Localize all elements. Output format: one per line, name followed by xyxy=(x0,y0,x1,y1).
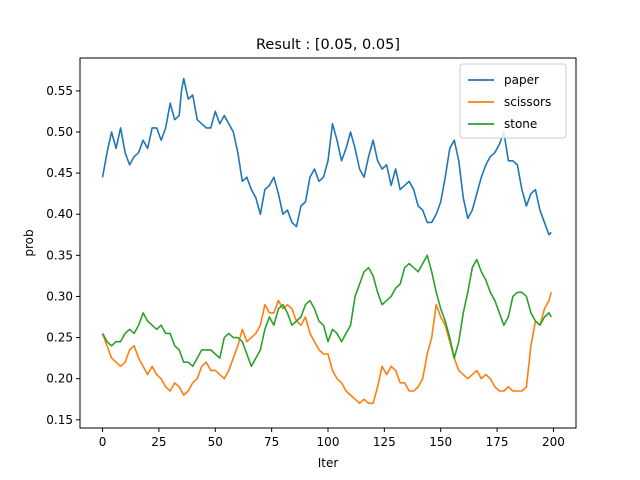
y-tick-label: 0.40 xyxy=(46,207,73,221)
y-axis-ticks: 0.15 0.20 0.25 0.30 0.35 0.40 0.45 0.50 0.55 xyxy=(46,84,80,427)
legend-box xyxy=(459,63,567,139)
x-tick-label: 75 xyxy=(264,435,279,449)
y-tick-label: 0.50 xyxy=(46,125,73,139)
series-line-stone xyxy=(101,254,552,368)
y-tick-label: 0.25 xyxy=(46,331,73,345)
y-tick-label: 0.35 xyxy=(46,248,73,262)
y-tick-label: 0.30 xyxy=(46,289,73,303)
y-tick-label: 0.20 xyxy=(46,372,73,386)
legend-label-stone: stone xyxy=(504,117,537,131)
x-tick-label: 100 xyxy=(317,435,340,449)
x-tick-label: 50 xyxy=(208,435,223,449)
y-tick-label: 0.55 xyxy=(46,84,73,98)
y-tick-label: 0.15 xyxy=(46,413,73,427)
x-axis-ticks: 0 25 50 75 100 125 150 175 200 xyxy=(99,428,565,449)
x-tick-label: 0 xyxy=(99,435,107,449)
x-tick-label: 125 xyxy=(373,435,396,449)
legend-label-scissors: scissors xyxy=(504,95,551,109)
x-tick-label: 150 xyxy=(429,435,452,449)
legend-label-paper: paper xyxy=(504,73,539,87)
y-tick-label: 0.45 xyxy=(46,166,73,180)
x-tick-label: 175 xyxy=(486,435,509,449)
series-line-paper xyxy=(101,77,552,236)
x-tick-label: 25 xyxy=(151,435,166,449)
series-layer xyxy=(101,77,552,405)
legend: paper scissors stone xyxy=(459,63,567,139)
x-axis-label: Iter xyxy=(318,456,339,470)
series-line-scissors xyxy=(101,292,552,405)
chart-title: Result : [0.05, 0.05] xyxy=(256,37,400,53)
y-axis-label: prob xyxy=(22,229,36,256)
x-tick-label: 200 xyxy=(542,435,565,449)
